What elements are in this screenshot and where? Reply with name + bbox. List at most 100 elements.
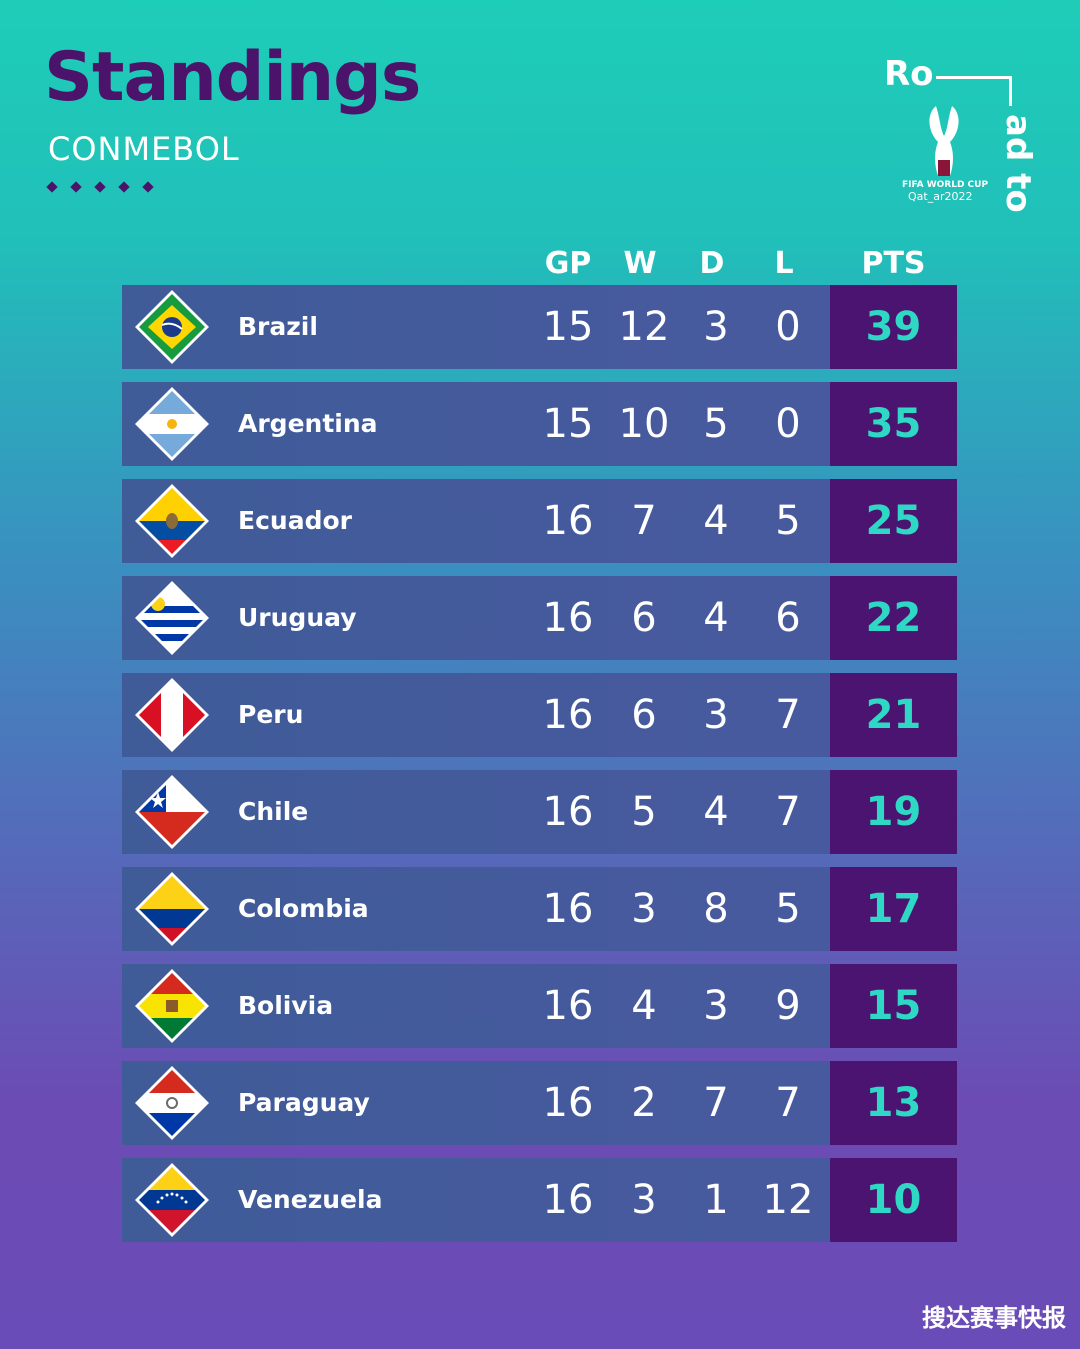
stat-d: 3 <box>703 983 729 1029</box>
logo-text-qatar: Qat_ar2022 <box>908 190 973 203</box>
team-name: Uruguay <box>238 603 357 632</box>
colombia-flag-icon <box>135 872 209 946</box>
column-header-l: L <box>774 246 794 281</box>
team-name: Chile <box>238 797 309 826</box>
ecuador-flag-icon <box>135 484 209 558</box>
logo-line <box>1009 76 1012 106</box>
stat-w: 2 <box>631 1080 657 1126</box>
stat-w: 10 <box>618 401 670 447</box>
stat-w: 6 <box>631 692 657 738</box>
stat-gp: 16 <box>542 789 594 835</box>
table-row: Venezuela 16 3 1 12 10 <box>122 1158 957 1242</box>
stat-gp: 15 <box>542 304 594 350</box>
stat-gp: 16 <box>542 692 594 738</box>
column-header-d: D <box>699 246 725 281</box>
venezuela-flag-icon <box>135 1163 209 1237</box>
stat-w: 3 <box>631 1177 657 1223</box>
stat-l: 9 <box>775 983 801 1029</box>
stat-l: 7 <box>775 692 801 738</box>
stat-w: 4 <box>631 983 657 1029</box>
logo-text-fifa: FIFA WORLD CUP <box>902 180 989 190</box>
team-name: Bolivia <box>238 991 334 1020</box>
table-row: Bolivia 16 4 3 9 15 <box>122 964 957 1048</box>
team-name: Brazil <box>238 312 318 341</box>
stat-l: 0 <box>775 401 801 447</box>
dot-icon <box>46 181 58 193</box>
stat-pts: 10 <box>830 1158 957 1242</box>
stat-d: 8 <box>703 886 729 932</box>
stat-w: 12 <box>618 304 670 350</box>
stat-d: 4 <box>703 498 729 544</box>
column-header-pts: PTS <box>861 246 926 281</box>
column-header-gp: GP <box>544 246 592 281</box>
dot-icon <box>142 181 154 193</box>
stat-d: 5 <box>703 401 729 447</box>
stat-l: 7 <box>775 789 801 835</box>
stat-gp: 16 <box>542 1080 594 1126</box>
uruguay-flag-icon <box>135 581 209 655</box>
dot-icon <box>94 181 106 193</box>
table-row: Chile 16 5 4 7 19 <box>122 770 957 854</box>
stat-gp: 16 <box>542 498 594 544</box>
stat-w: 7 <box>631 498 657 544</box>
logo-text-adto: ad to <box>998 114 1038 213</box>
road-to-qatar-logo: Ro ad to FIFA WORLD CUP Qat_ar2022 <box>880 54 1050 224</box>
team-name: Ecuador <box>238 506 352 535</box>
stat-w: 3 <box>631 886 657 932</box>
table-row: Brazil 15 12 3 0 39 <box>122 285 957 369</box>
stat-w: 6 <box>631 595 657 641</box>
stat-l: 5 <box>775 498 801 544</box>
stat-l: 0 <box>775 304 801 350</box>
team-name: Venezuela <box>238 1185 383 1214</box>
page-title: Standings <box>44 38 421 117</box>
team-name: Paraguay <box>238 1088 370 1117</box>
team-name: Peru <box>238 700 304 729</box>
table-row: Ecuador 16 7 4 5 25 <box>122 479 957 563</box>
stat-l: 7 <box>775 1080 801 1126</box>
stat-d: 4 <box>703 789 729 835</box>
stat-pts: 21 <box>830 673 957 757</box>
stat-pts: 17 <box>830 867 957 951</box>
stat-w: 5 <box>631 789 657 835</box>
stat-pts: 35 <box>830 382 957 466</box>
table-row: Uruguay 16 6 4 6 22 <box>122 576 957 660</box>
stat-pts: 15 <box>830 964 957 1048</box>
argentina-flag-icon <box>135 387 209 461</box>
logo-line <box>936 76 1012 79</box>
stat-pts: 25 <box>830 479 957 563</box>
stat-pts: 39 <box>830 285 957 369</box>
stat-d: 3 <box>703 692 729 738</box>
stat-gp: 16 <box>542 886 594 932</box>
table-row: Peru 16 6 3 7 21 <box>122 673 957 757</box>
stat-gp: 16 <box>542 595 594 641</box>
stat-gp: 16 <box>542 983 594 1029</box>
stat-gp: 15 <box>542 401 594 447</box>
stat-l: 12 <box>762 1177 814 1223</box>
stat-pts: 22 <box>830 576 957 660</box>
decorative-dots <box>46 181 154 193</box>
stat-d: 4 <box>703 595 729 641</box>
stat-l: 5 <box>775 886 801 932</box>
stat-d: 1 <box>703 1177 729 1223</box>
chile-flag-icon <box>135 775 209 849</box>
team-name: Argentina <box>238 409 378 438</box>
stat-d: 3 <box>703 304 729 350</box>
stat-l: 6 <box>775 595 801 641</box>
dot-icon <box>118 181 130 193</box>
trophy-icon <box>929 106 959 176</box>
page-subtitle: CONMEBOL <box>48 130 240 168</box>
column-header-w: W <box>623 246 657 281</box>
stat-pts: 13 <box>830 1061 957 1145</box>
team-name: Colombia <box>238 894 369 923</box>
paraguay-flag-icon <box>135 1066 209 1140</box>
table-row: Colombia 16 3 8 5 17 <box>122 867 957 951</box>
stat-d: 7 <box>703 1080 729 1126</box>
dot-icon <box>70 181 82 193</box>
stat-gp: 16 <box>542 1177 594 1223</box>
bolivia-flag-icon <box>135 969 209 1043</box>
logo-text-ro: Ro <box>884 54 934 94</box>
table-row: Argentina 15 10 5 0 35 <box>122 382 957 466</box>
watermark: 搜达赛事快报 <box>922 1304 1066 1332</box>
stat-pts: 19 <box>830 770 957 854</box>
peru-flag-icon <box>135 678 209 752</box>
